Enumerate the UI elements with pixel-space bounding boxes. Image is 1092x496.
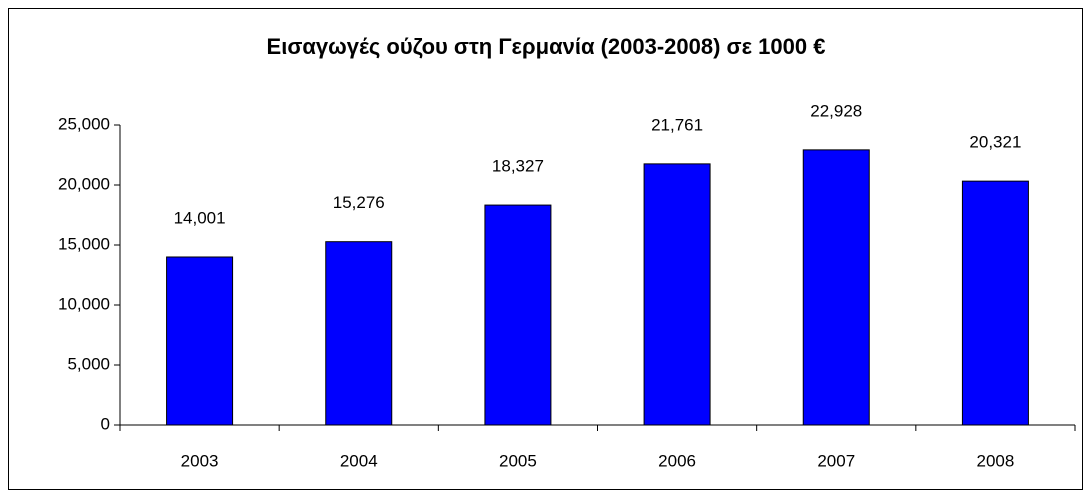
x-tick-label: 2005 [499, 451, 537, 470]
bar [166, 256, 234, 426]
x-tick-label: 2006 [658, 451, 696, 470]
y-tick-label: 25,000 [58, 114, 110, 133]
y-tick-label: 5,000 [67, 354, 110, 373]
x-tick-label: 2008 [977, 451, 1015, 470]
x-tick-label: 2003 [181, 451, 219, 470]
y-tick-label: 15,000 [58, 234, 110, 253]
y-tick-label: 0 [101, 414, 110, 433]
y-tick-label: 10,000 [58, 294, 110, 313]
bar [802, 149, 870, 426]
y-tick-label: 20,000 [58, 174, 110, 193]
bar [643, 163, 711, 426]
x-tick-label: 2007 [817, 451, 855, 470]
value-label: 15,276 [333, 193, 385, 212]
value-label: 22,928 [810, 101, 862, 120]
bar [325, 241, 393, 426]
value-label: 14,001 [174, 208, 226, 227]
chart-title: Εισαγωγές ούζου στη Γερμανία (2003-2008)… [267, 34, 826, 59]
value-label: 21,761 [651, 115, 703, 134]
value-label: 18,327 [492, 157, 544, 176]
value-label: 20,321 [969, 133, 1021, 152]
bar [484, 204, 552, 426]
bar [961, 180, 1029, 426]
x-tick-label: 2004 [340, 451, 378, 470]
